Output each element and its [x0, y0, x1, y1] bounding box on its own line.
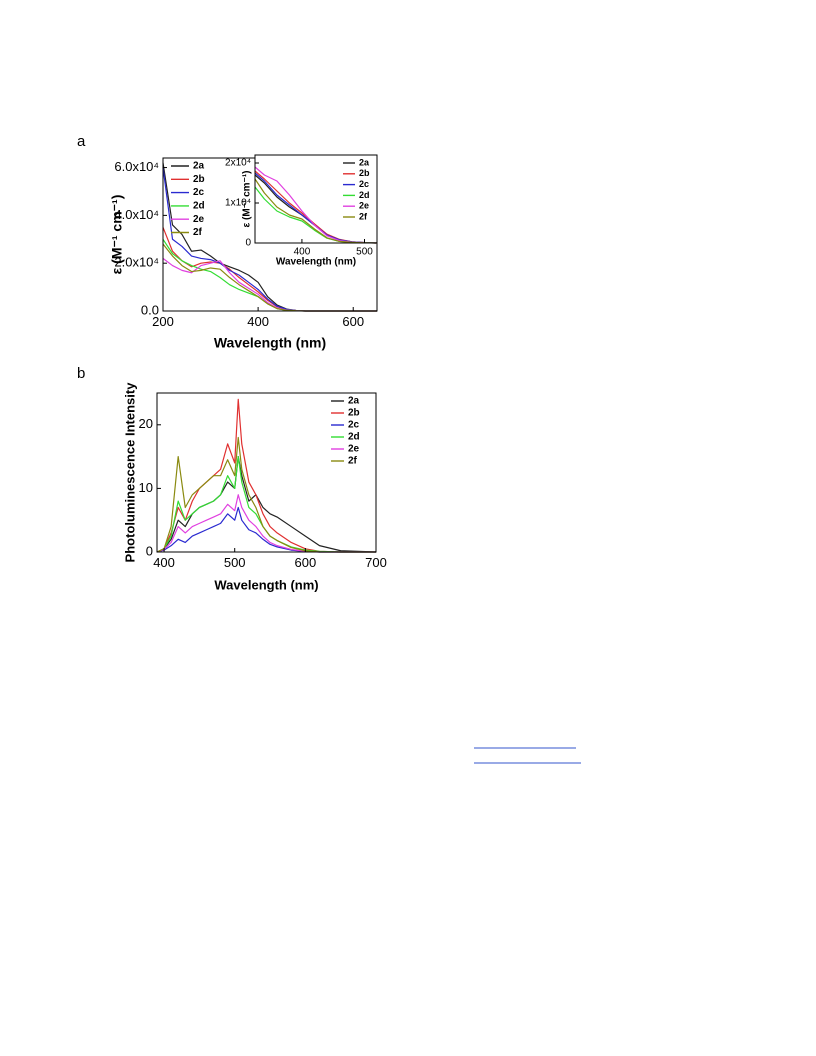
- legend-label: 2f: [348, 456, 358, 467]
- x-tick-label: 700: [365, 555, 387, 570]
- x-tick-label: 500: [224, 555, 246, 570]
- legend-label: 2a: [193, 161, 205, 172]
- legend-label: 2f: [359, 211, 368, 221]
- legend-label: 2c: [193, 187, 205, 198]
- legend-label: 2a: [348, 396, 360, 407]
- legend-label: 2e: [193, 214, 205, 225]
- legend-label: 2e: [348, 444, 360, 455]
- legend-label: 2d: [348, 432, 360, 443]
- legend-label: 2c: [359, 179, 369, 189]
- y-axis-label: Photoluminescence Intensity: [122, 382, 137, 563]
- legend-label: 2b: [348, 408, 360, 419]
- legend-label: 2d: [193, 201, 205, 212]
- data-line: [156, 456, 376, 553]
- plot-frame: [254, 154, 378, 244]
- y-tick-label: 2.0x10⁴: [114, 255, 159, 270]
- x-tick-label: 500: [356, 247, 373, 258]
- legend-label: 2f: [193, 227, 203, 238]
- y-tick-label: 10: [139, 480, 153, 495]
- x-axis-label: Wavelength (nm): [214, 335, 326, 351]
- legend-label: 2e: [359, 201, 369, 211]
- data-line: [156, 494, 376, 553]
- legend-label: 2b: [359, 168, 370, 178]
- panel-label: b: [77, 365, 85, 382]
- panel-label: a: [77, 133, 86, 150]
- inset-background: [255, 155, 377, 243]
- legend-label: 2d: [359, 190, 370, 200]
- x-tick-label: 600: [295, 555, 317, 570]
- x-axis-label: Wavelength (nm): [276, 257, 356, 268]
- x-tick-label: 400: [247, 314, 269, 329]
- plot-frame: [156, 392, 377, 553]
- y-tick-label: 4.0x10⁴: [114, 207, 159, 222]
- y-tick-label: 20: [139, 416, 153, 431]
- data-line: [156, 436, 376, 553]
- y-tick-label: 0.0: [141, 302, 159, 317]
- y-tick-label: 0: [245, 238, 251, 249]
- legend-label: 2c: [348, 420, 360, 431]
- y-tick-label: 2x10⁴: [225, 158, 251, 169]
- x-tick-label: 400: [153, 555, 175, 570]
- y-axis-label: ε (M⁻¹ cm⁻¹): [109, 195, 125, 275]
- y-tick-label: 6.0x10⁴: [114, 159, 159, 174]
- y-tick-label: 1x10⁴: [225, 198, 251, 209]
- x-tick-label: 400: [294, 247, 311, 258]
- legend-label: 2a: [359, 157, 370, 167]
- x-axis-label: Wavelength (nm): [214, 577, 318, 592]
- y-axis-label: ε (M⁻¹ cm⁻¹): [242, 171, 253, 228]
- legend-label: 2b: [193, 174, 205, 185]
- x-tick-label: 200: [152, 314, 174, 329]
- x-tick-label: 600: [342, 314, 364, 329]
- y-tick-label: 0: [146, 543, 153, 558]
